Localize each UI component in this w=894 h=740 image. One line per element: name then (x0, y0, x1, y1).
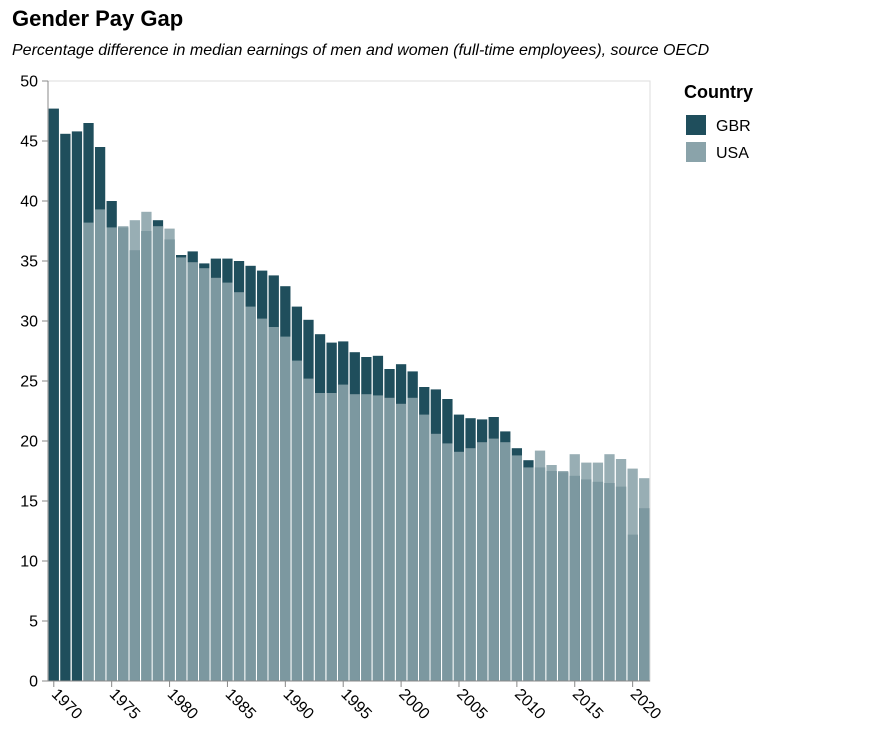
bar-usa-2010 (511, 455, 523, 681)
bar-usa-2020 (627, 468, 638, 681)
y-tick-label-50: 50 (20, 74, 38, 91)
legend-label-usa: USA (716, 145, 749, 162)
bar-usa-1983 (199, 268, 210, 681)
bar-usa-2015 (569, 454, 580, 681)
y-tick-label-25: 25 (20, 374, 38, 391)
bar-usa-1987 (245, 306, 256, 681)
bar-usa-2004 (442, 443, 453, 681)
bar-gbr-1971 (60, 133, 71, 682)
x-tick-label-2010: 2010 (511, 686, 548, 723)
y-tick-label-35: 35 (20, 254, 38, 271)
bar-usa-1989 (268, 327, 279, 681)
bar-usa-1992 (303, 378, 314, 681)
bar-usa-2006 (465, 448, 476, 681)
x-tick-label-1970: 1970 (48, 686, 85, 723)
y-tick-label-45: 45 (20, 134, 38, 151)
y-tick-label-15: 15 (20, 494, 38, 511)
bar-usa-2011 (523, 467, 534, 681)
legend-title: Country (684, 82, 753, 102)
x-tick-label-1990: 1990 (279, 686, 316, 723)
x-axis: 1970 1975 1980 1985 1990 1995 2000 2005 2010 2015… (48, 680, 664, 723)
bar-usa-1977 (129, 220, 140, 681)
bar-usa-2019 (615, 459, 627, 681)
x-tick-label-2000: 2000 (395, 686, 432, 723)
legend-swatch-usa (686, 142, 706, 162)
legend-items: GBR USA (686, 115, 751, 162)
bar-usa-1994 (326, 393, 337, 681)
bar-usa-1975 (106, 227, 117, 681)
bar-usa-1985 (222, 282, 233, 681)
bar-usa-1991 (291, 360, 303, 681)
bar-usa-1979 (152, 226, 164, 681)
bar-usa-2007 (477, 442, 488, 681)
bar-usa-1996 (349, 394, 360, 681)
bar-usa-2018 (604, 454, 615, 681)
bar-gbr-1970 (48, 108, 59, 682)
bar-usa-1988 (257, 318, 268, 681)
bar-usa-1990 (280, 336, 291, 681)
legend-swatch-gbr (686, 115, 706, 135)
bar-usa-1993 (314, 393, 326, 681)
legend-label-gbr: GBR (716, 118, 751, 135)
y-tick-label-20: 20 (20, 434, 38, 451)
y-tick-label-0: 0 (29, 674, 38, 691)
bar-usa-1980 (164, 228, 175, 681)
y-tick-label-40: 40 (20, 194, 38, 211)
chart-title: Gender Pay Gap (12, 6, 184, 31)
x-tick-label-2020: 2020 (627, 686, 664, 723)
legend[interactable]: Country GBR USA (684, 82, 753, 162)
bar-usa-1997 (361, 394, 372, 681)
bars-layer (48, 108, 650, 682)
bar-usa-2017 (592, 462, 604, 681)
bar-usa-1976 (118, 226, 129, 681)
chart-subtitle: Percentage difference in median earnings… (12, 42, 710, 59)
bar-usa-2000 (395, 403, 407, 681)
bar-usa-1974 (94, 209, 106, 681)
bar-usa-1999 (384, 397, 395, 681)
bar-gbr-1972 (71, 131, 83, 681)
y-tick-label-5: 5 (29, 614, 38, 631)
x-tick-label-2015: 2015 (569, 686, 606, 723)
x-tick-label-2005: 2005 (453, 686, 490, 723)
bar-usa-1978 (141, 211, 152, 682)
y-tick-label-10: 10 (20, 554, 38, 571)
x-tick-label-1975: 1975 (106, 686, 143, 723)
bar-usa-1984 (210, 277, 222, 681)
bar-usa-1986 (233, 292, 245, 681)
y-tick-label-30: 30 (20, 314, 38, 331)
bar-usa-1982 (187, 262, 198, 681)
bar-usa-2013 (546, 465, 557, 681)
bar-usa-2021 (639, 478, 650, 681)
bar-usa-2016 (581, 462, 592, 681)
bar-usa-2009 (500, 442, 511, 681)
bar-usa-1981 (176, 257, 187, 681)
bar-usa-2003 (430, 433, 441, 681)
y-axis: 0 5 10 15 20 25 30 35 40 45 50 (20, 74, 49, 691)
x-tick-label-1985: 1985 (222, 686, 259, 723)
bar-usa-1998 (372, 395, 384, 681)
x-tick-label-1995: 1995 (337, 686, 374, 723)
bar-usa-2012 (534, 450, 546, 681)
bar-usa-2002 (419, 414, 430, 681)
bar-usa-1973 (83, 222, 94, 681)
x-tick-label-1980: 1980 (164, 686, 201, 723)
bar-usa-2005 (453, 451, 465, 681)
bar-usa-2014 (558, 471, 569, 681)
bar-usa-2001 (407, 397, 418, 681)
bar-usa-1995 (338, 384, 349, 681)
bar-usa-2008 (488, 438, 499, 681)
